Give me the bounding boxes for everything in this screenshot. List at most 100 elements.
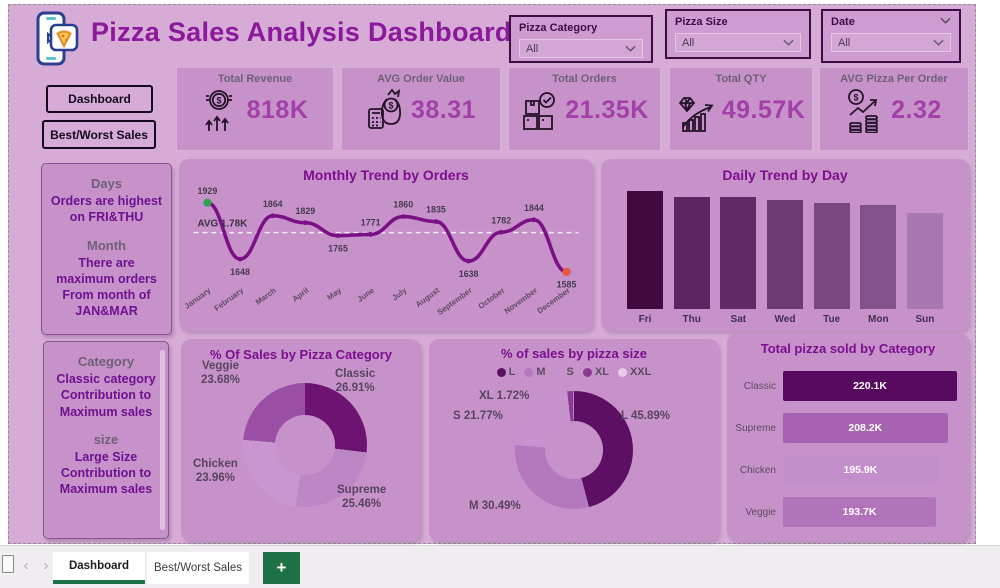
bar-veggie[interactable]: 193.7K	[783, 497, 937, 527]
slicer-label: Pizza Category	[519, 22, 598, 34]
legend-label: XL	[594, 366, 609, 378]
size-share-chart-panel: % of sales by pizza size L M S XL XXL L 45.8…	[429, 339, 719, 541]
next-page-icon[interactable]: ›	[43, 556, 49, 574]
data-point-february[interactable]	[237, 256, 243, 262]
x-axis-label: April	[291, 286, 311, 304]
bar-column-wed: Wed	[766, 200, 803, 325]
data-label: 1829	[295, 206, 315, 216]
bar-tue[interactable]	[813, 203, 850, 309]
legend-item-xxl[interactable]: XXL	[617, 366, 652, 378]
collapse-chevron-icon[interactable]	[940, 17, 951, 24]
insight-heading: Month	[87, 237, 126, 253]
x-axis-label: July	[390, 285, 409, 302]
report-canvas: Pizza Sales Analysis Dashboard Pizza Cat…	[8, 4, 976, 544]
y-axis-label: Veggie	[745, 506, 776, 518]
x-axis-label: Sat	[730, 314, 747, 325]
data-point-october[interactable]	[498, 229, 504, 235]
bar-supreme[interactable]: 208.2K	[783, 413, 948, 443]
kpi-label: AVG Order Value	[377, 73, 465, 85]
diamond-growth-icon	[677, 87, 717, 133]
svg-text:$: $	[216, 96, 221, 106]
legend-dot	[554, 367, 564, 377]
data-label: 1844	[524, 203, 544, 213]
category-donut-chart[interactable]	[243, 383, 367, 507]
tab-best-worst-sales[interactable]: Best/Worst Sales	[147, 552, 249, 584]
slice-label-veggie: Veggie 23.68%	[201, 360, 241, 387]
kpi-value: 38.31	[410, 95, 477, 124]
legend-dot	[496, 367, 506, 377]
bar-row-chicken: Chicken 195.9K	[733, 455, 957, 485]
slicer-date: Date All	[821, 9, 961, 63]
kpi-label: Total Orders	[552, 73, 617, 85]
average-line-label: AVG 1.78K	[198, 219, 249, 230]
total-by-category-chart-panel: Total pizza sold by Category Classic 220.…	[727, 333, 969, 541]
data-point-april[interactable]	[302, 220, 308, 226]
data-point-july[interactable]	[400, 214, 406, 219]
data-point-january[interactable]	[203, 198, 212, 207]
bar-fri[interactable]	[627, 191, 663, 309]
legend-dot	[617, 367, 627, 377]
bar-value-label: 193.7K	[842, 506, 877, 518]
daily-trend-chart-panel: Daily Trend by Day Fri Thu Sat Wed Tue Mon Sun	[601, 159, 969, 331]
slicer-label: Date	[831, 16, 855, 28]
insight-text: Classic category Contribution to Maximum…	[56, 372, 156, 419]
legend-item-xl[interactable]: XL	[582, 366, 609, 378]
slicer-label: Pizza Size	[675, 16, 728, 28]
monthly-trend-line-chart: 1929 January 1648 February 1864 March 1829 Apri…	[183, 186, 579, 317]
data-point-december[interactable]	[562, 267, 571, 276]
tab-dashboard[interactable]: Dashboard	[53, 552, 145, 584]
kpi-card-avg-order-value: AVG Order Value $ 38.31	[341, 67, 501, 151]
prev-page-icon[interactable]: ‹	[23, 556, 29, 574]
data-point-march[interactable]	[270, 213, 276, 219]
insight-panel-category-size: Category Classic category Contribution t…	[43, 341, 169, 539]
data-point-november[interactable]	[531, 217, 537, 223]
slice-label-supreme: Supreme 25.46%	[337, 484, 387, 511]
legend-item-s[interactable]: S	[554, 366, 574, 378]
legend-label: XXL	[629, 366, 652, 378]
size-donut-chart[interactable]	[515, 391, 633, 509]
data-label: 1860	[393, 200, 413, 210]
x-axis-label: December	[536, 286, 572, 316]
legend-item-m[interactable]: M	[524, 366, 546, 378]
slice-label-s: S 21.77%	[453, 410, 503, 422]
bar-chicken[interactable]: 195.9K	[783, 455, 938, 485]
coin-dollar-arrows-icon: $	[202, 87, 242, 133]
add-page-button[interactable]: +	[263, 552, 300, 584]
dropdown-value: All	[838, 36, 851, 49]
pizza-category-dropdown[interactable]: All	[519, 39, 643, 58]
dashboard-nav-button[interactable]: Dashboard	[46, 85, 153, 113]
data-point-august[interactable]	[433, 219, 439, 224]
x-axis-label: Sun	[915, 314, 935, 325]
slicer-pizza-size: Pizza Size All	[665, 9, 811, 59]
bar-value-label: 195.9K	[843, 464, 878, 476]
bar-classic[interactable]: 220.1K	[783, 371, 957, 401]
bar-mon[interactable]	[860, 205, 897, 309]
data-point-september[interactable]	[466, 258, 471, 264]
date-dropdown[interactable]: All	[831, 33, 951, 52]
x-axis-label: Fri	[638, 314, 652, 325]
kpi-value: 2.32	[891, 95, 942, 124]
data-point-may[interactable]	[335, 233, 341, 239]
data-point-june[interactable]	[368, 232, 374, 237]
bar-sat[interactable]	[720, 197, 757, 309]
legend-item-l[interactable]: L	[496, 366, 515, 378]
insight-text: Large Size Contribution to Maximum sales	[59, 449, 153, 497]
bar-wed[interactable]	[766, 200, 803, 309]
kpi-card-total-qty: Total QTY 49.57K	[669, 67, 813, 151]
insight-scrollbar[interactable]	[160, 350, 165, 530]
data-label: 1835	[426, 205, 446, 215]
data-label: 1585	[557, 280, 577, 290]
data-label: 1648	[230, 267, 250, 277]
sheet-list-icon[interactable]	[2, 555, 14, 573]
best-worst-sales-nav-button[interactable]: Best/Worst Sales	[42, 120, 156, 149]
y-axis-label: Supreme	[735, 422, 776, 434]
pizza-size-dropdown[interactable]: All	[675, 33, 801, 52]
bar-thu[interactable]	[673, 197, 710, 309]
bar-column-sun: Sun	[906, 213, 943, 325]
chart-title: Total pizza sold by Category	[760, 341, 936, 356]
chart-title: Daily Trend by Day	[722, 167, 848, 183]
bar-sun[interactable]	[906, 213, 943, 309]
legend-label: M	[536, 366, 546, 378]
donut-hole	[275, 415, 335, 475]
kpi-label: AVG Pizza Per Order	[840, 73, 948, 85]
